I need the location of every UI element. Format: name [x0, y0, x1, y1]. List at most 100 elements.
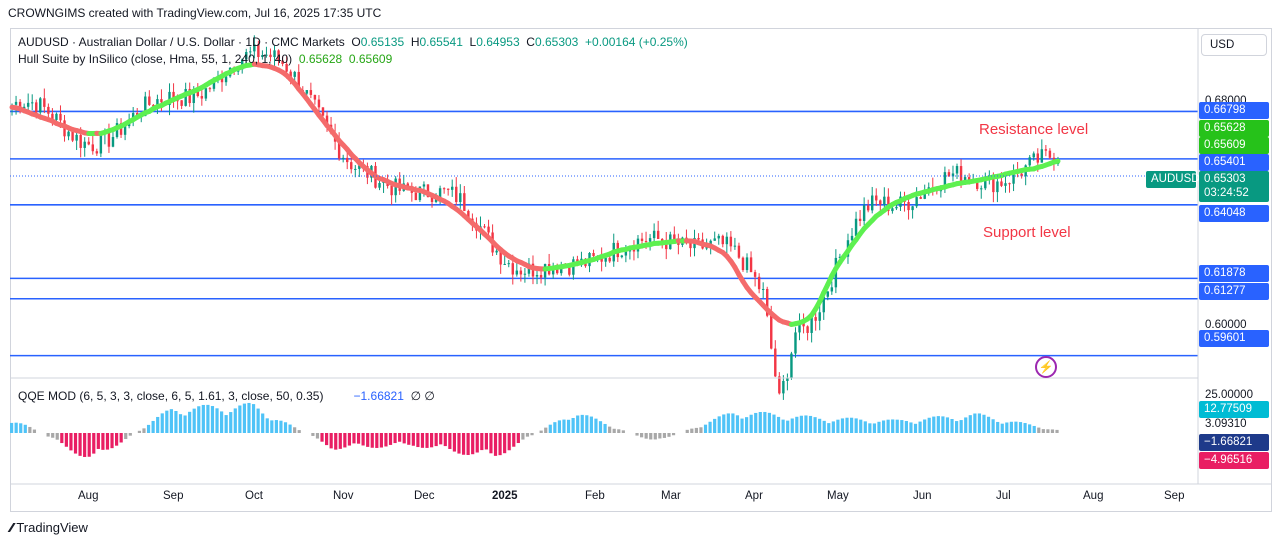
qqe-bar — [544, 427, 548, 433]
hull-label-1: 0.65628 — [1199, 120, 1269, 137]
candle-body — [293, 71, 296, 77]
qqe-bar — [603, 423, 607, 433]
candle-body — [325, 115, 329, 125]
main-legend[interactable]: AUDUSD · Australian Dollar / U.S. Dollar… — [18, 35, 688, 49]
candle-body — [1028, 157, 1031, 166]
candle-body — [119, 123, 123, 135]
qqe-label-blue: 12.77509 — [1199, 401, 1269, 418]
candle-body — [858, 218, 862, 221]
qqe-value: −1.66821 — [353, 389, 404, 403]
candle-body — [774, 348, 777, 377]
qqe-bar — [808, 415, 813, 433]
candle-body — [947, 172, 951, 177]
qqe-bar — [343, 433, 347, 448]
candle-body — [31, 102, 34, 104]
qqe-bar — [229, 412, 233, 433]
time-label-mar: Mar — [661, 490, 681, 502]
candle-body — [733, 245, 737, 247]
currency-button[interactable]: USD — [1201, 34, 1267, 56]
candle-body — [305, 90, 309, 94]
candle-body — [67, 131, 70, 137]
qqe-bar — [10, 422, 14, 433]
hull-label-2: 0.65609 — [1199, 137, 1269, 154]
candle-body — [245, 52, 248, 60]
qqe-bar — [338, 433, 342, 449]
candle-body — [511, 263, 514, 275]
candle-body — [1040, 149, 1044, 163]
qqe-bar — [562, 419, 566, 433]
qqe-bar — [388, 433, 393, 445]
level-label-r1: 0.66798 — [1199, 102, 1269, 119]
candle-body — [766, 288, 769, 316]
qqe-bar — [19, 423, 23, 433]
candle-body — [741, 257, 745, 271]
qqe-label: QQE MOD (6, 5, 3, 3, close, 6, 5, 1.61, … — [18, 389, 324, 403]
qqe-bar — [822, 420, 826, 433]
candle-body — [818, 312, 821, 321]
qqe-bar — [1041, 429, 1045, 433]
qqe-bar — [598, 421, 603, 433]
qqe-legend[interactable]: QQE MOD (6, 5, 3, 3, close, 6, 5, 1.61, … — [18, 389, 435, 403]
qqe-bar — [571, 417, 575, 433]
qqe-bar — [347, 433, 352, 446]
candle-body — [875, 195, 878, 201]
open-value: 0.65135 — [360, 35, 405, 49]
qqe-bar — [370, 433, 374, 448]
candle-body — [463, 193, 466, 211]
candle-body — [499, 250, 502, 265]
qqe-bar — [767, 412, 772, 433]
qqe-bar — [959, 420, 963, 433]
candle-body — [717, 235, 720, 239]
qqe-bar — [813, 417, 817, 433]
qqe-bar — [982, 414, 986, 433]
qqe-bar — [192, 408, 196, 433]
time-label-sep: Sep — [163, 490, 184, 502]
candle-body — [313, 94, 317, 100]
hull-legend[interactable]: Hull Suite by InSilico (close, Hma, 55, … — [18, 52, 392, 66]
qqe-bar — [475, 433, 479, 453]
qqe-bar — [786, 420, 790, 433]
candle-body — [95, 151, 99, 154]
qqe-bar — [247, 402, 251, 433]
qqe-bar — [589, 416, 593, 433]
candle-body — [208, 88, 212, 90]
candle-body — [790, 353, 793, 378]
candle-body — [648, 238, 652, 242]
candle-body — [551, 267, 555, 275]
qqe-bar — [503, 433, 507, 454]
qqe-bar — [781, 419, 785, 433]
hull-value-2: 0.65609 — [348, 52, 393, 66]
qqe-bar — [439, 433, 443, 445]
candle-body — [895, 206, 898, 209]
candle-body — [984, 177, 987, 189]
candle-body — [911, 206, 914, 211]
candle-body — [220, 75, 224, 83]
tradingview-logo[interactable]: ⁄⁄ TradingView — [10, 520, 88, 535]
low-value: 0.64953 — [476, 35, 520, 49]
bolt-icon[interactable]: ⚡ — [1035, 356, 1057, 378]
qqe-bar — [32, 429, 37, 433]
qqe-bar — [525, 433, 530, 437]
candle-body — [749, 257, 753, 273]
qqe-bar — [142, 428, 146, 433]
qqe-bar — [671, 433, 676, 436]
qqe-bar — [379, 433, 383, 448]
qqe-bar — [484, 433, 488, 450]
qqe-bar — [754, 412, 758, 433]
candle-body — [826, 291, 829, 297]
qqe-bar — [895, 419, 899, 433]
candle-body — [184, 88, 187, 106]
candle-body — [317, 99, 321, 108]
qqe-bar — [731, 413, 735, 433]
candle-body — [656, 230, 660, 239]
candle-body — [539, 275, 543, 278]
candle-body — [721, 235, 724, 245]
candle-body — [604, 257, 607, 262]
candle-body — [273, 50, 276, 58]
candle-body — [430, 197, 434, 202]
qqe-bar — [151, 420, 155, 433]
candle-body — [281, 60, 284, 64]
qqe-bar — [165, 410, 169, 433]
qqe-bar — [210, 406, 215, 433]
